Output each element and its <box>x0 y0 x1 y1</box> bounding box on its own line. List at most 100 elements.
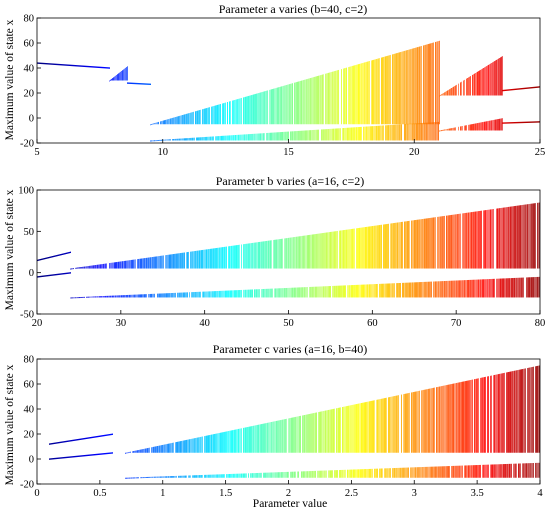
data-mark <box>524 87 525 90</box>
data-mark <box>70 251 71 254</box>
data-mark <box>188 138 189 141</box>
data-mark <box>291 287 292 298</box>
data-mark <box>445 385 446 453</box>
data-mark <box>247 427 248 453</box>
data-mark <box>92 454 93 456</box>
data-mark <box>345 406 346 453</box>
data-mark <box>185 138 186 141</box>
data-mark <box>143 83 144 85</box>
data-mark <box>304 471 305 478</box>
data-mark <box>430 281 431 298</box>
data-mark <box>265 472 266 478</box>
data-mark <box>233 245 234 269</box>
data-mark <box>384 283 385 298</box>
data-mark <box>465 125 466 131</box>
data-mark <box>54 274 55 276</box>
data-mark <box>181 115 182 125</box>
data-mark <box>182 115 183 125</box>
data-mark <box>413 282 414 298</box>
data-mark <box>228 246 229 269</box>
data-mark <box>105 434 106 437</box>
data-mark <box>528 367 529 453</box>
data-mark <box>101 435 102 437</box>
data-mark <box>246 289 247 298</box>
data-mark <box>516 370 517 453</box>
data-mark <box>88 266 89 269</box>
data-mark <box>272 421 273 453</box>
data-mark <box>135 82 136 85</box>
data-mark <box>483 68 484 96</box>
data-mark <box>152 293 153 298</box>
data-mark <box>343 285 344 298</box>
data-mark <box>152 447 153 453</box>
data-mark <box>227 102 228 125</box>
data-mark <box>114 295 115 298</box>
data-mark <box>225 246 226 269</box>
data-mark <box>530 203 531 269</box>
data-mark <box>139 258 140 269</box>
data-mark <box>284 238 285 269</box>
data-mark <box>109 263 110 269</box>
data-mark <box>82 438 83 440</box>
data-mark <box>272 472 273 478</box>
series-region-6 <box>502 86 540 124</box>
panel-a-ylabel: Maximum value of state x <box>4 19 16 140</box>
data-mark <box>167 443 168 453</box>
data-mark <box>282 419 283 453</box>
data-mark <box>134 450 135 453</box>
data-mark <box>294 82 295 125</box>
data-mark <box>437 41 438 125</box>
data-mark <box>365 62 366 125</box>
data-mark <box>173 117 174 125</box>
data-mark <box>162 255 163 269</box>
data-mark <box>77 65 78 67</box>
data-mark <box>325 410 326 453</box>
data-mark <box>228 474 229 478</box>
data-mark <box>245 473 246 478</box>
data-mark <box>159 476 160 478</box>
data-mark <box>493 464 494 478</box>
data-mark <box>372 126 373 141</box>
data-mark <box>62 64 63 66</box>
data-mark <box>236 134 237 141</box>
data-mark <box>265 288 266 298</box>
data-mark <box>156 140 157 142</box>
data-mark <box>528 204 529 269</box>
data-mark <box>488 279 489 298</box>
data-mark <box>532 366 533 453</box>
data-mark <box>223 135 224 141</box>
data-mark <box>330 409 331 453</box>
data-mark <box>522 87 523 90</box>
data-mark <box>266 90 267 125</box>
data-mark <box>356 404 357 453</box>
data-mark <box>423 281 424 298</box>
data-mark <box>261 241 262 269</box>
data-mark <box>451 214 452 269</box>
data-mark <box>465 212 466 269</box>
data-mark <box>205 474 206 478</box>
data-mark <box>478 378 479 453</box>
data-mark <box>153 293 154 298</box>
data-mark <box>253 133 254 141</box>
data-mark <box>472 211 473 269</box>
data-mark <box>161 293 162 298</box>
data-mark <box>483 210 484 269</box>
data-mark <box>354 469 355 478</box>
data-mark <box>365 126 366 141</box>
data-mark <box>299 416 300 453</box>
data-mark <box>480 279 481 298</box>
data-mark <box>457 382 458 453</box>
data-mark <box>456 280 457 298</box>
data-mark <box>129 451 130 453</box>
data-mark <box>402 282 403 298</box>
data-mark <box>514 88 515 91</box>
data-mark <box>349 285 350 298</box>
data-mark <box>142 449 143 453</box>
data-mark <box>65 272 66 275</box>
data-mark <box>63 273 64 275</box>
data-mark <box>357 403 358 453</box>
data-mark <box>417 123 418 141</box>
data-mark <box>495 119 496 131</box>
data-mark <box>403 394 404 453</box>
data-mark <box>375 225 376 269</box>
